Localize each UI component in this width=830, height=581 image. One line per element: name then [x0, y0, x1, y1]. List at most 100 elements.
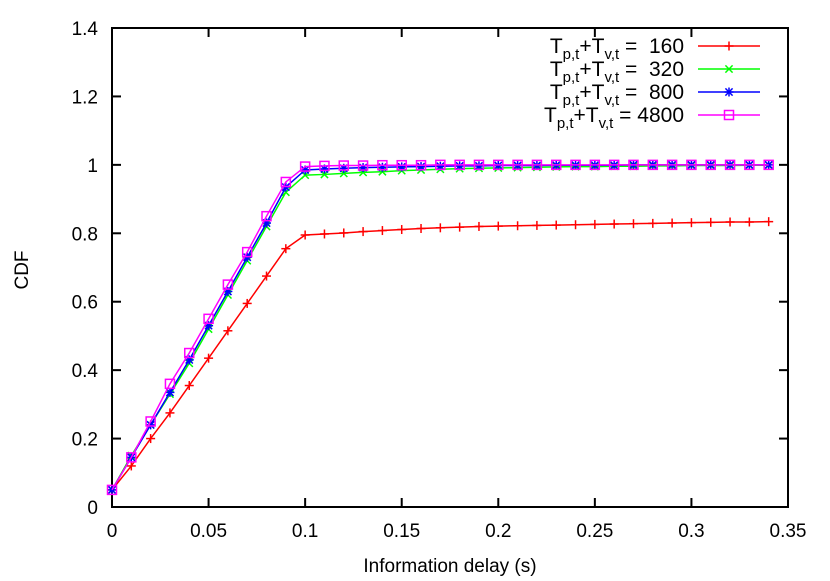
y-axis-label: CDF — [12, 250, 33, 289]
marker-stroke — [705, 159, 716, 171]
data-point-plus — [126, 461, 136, 471]
legend-label-part: + — [579, 35, 591, 58]
marker-stroke — [261, 210, 272, 222]
data-point-square — [705, 159, 716, 171]
marker-stroke — [106, 484, 118, 496]
data-point-plus — [724, 41, 734, 51]
legend-label: Tp,t+Tv,t = 160 — [550, 35, 684, 63]
marker-stroke — [724, 64, 734, 74]
x-tick-label: 0.35 — [770, 521, 807, 542]
marker-stroke — [203, 313, 214, 325]
series-160 — [107, 217, 774, 495]
marker-stroke — [164, 378, 176, 390]
data-point-square — [357, 160, 369, 171]
data-point-square — [724, 159, 736, 171]
legend-value: 800 — [643, 81, 684, 104]
plot-frame — [111, 27, 789, 508]
legend-label-part: v,t — [604, 46, 620, 63]
marker-stroke — [145, 416, 156, 427]
marker-stroke — [222, 279, 234, 290]
data-point-square — [396, 159, 407, 171]
data-point-plus — [165, 408, 175, 418]
x-tick-label: 0.1 — [292, 521, 318, 542]
legend-label-part: p,t — [563, 92, 581, 109]
data-point-plus — [571, 220, 581, 230]
x-tick-label: 0.2 — [485, 521, 511, 542]
series-line-160 — [111, 220, 769, 491]
data-point-plus — [435, 223, 445, 233]
marker-stroke — [454, 159, 465, 171]
data-point-square — [550, 159, 562, 171]
data-point-plus — [455, 222, 465, 232]
data-point-square — [628, 159, 639, 171]
marker-stroke — [493, 159, 504, 171]
data-point-square — [686, 159, 697, 171]
marker-stroke — [608, 159, 620, 171]
legend-label-part: v,t — [604, 69, 620, 86]
legend-entry-320: Tp,t+Tv,t = 320 — [550, 58, 760, 86]
data-point-square — [106, 484, 118, 496]
series-group — [106, 159, 774, 496]
marker-stroke — [666, 159, 678, 171]
data-point-plus — [416, 223, 426, 233]
marker-stroke — [686, 159, 697, 171]
marker-stroke — [301, 165, 310, 175]
x-tick-label: 0.3 — [678, 521, 704, 542]
legend-label-part: T — [550, 58, 563, 81]
data-point-plus — [764, 217, 774, 227]
legend-label-part: = — [619, 35, 643, 58]
legend-label-part: = — [619, 81, 643, 104]
data-point-plus — [493, 221, 503, 231]
marker-stroke — [589, 159, 601, 171]
y-tick-label: 1 — [87, 156, 98, 177]
data-point-square — [241, 246, 253, 258]
data-point-plus — [319, 229, 329, 239]
marker-stroke — [435, 159, 446, 171]
data-point-square — [203, 313, 214, 325]
legend-label-part: p,t — [563, 69, 581, 86]
data-point-square — [145, 416, 156, 427]
legend-value: 4800 — [637, 104, 684, 127]
marker-stroke — [299, 161, 311, 172]
legend-value: 160 — [643, 35, 684, 58]
data-point-square — [493, 159, 504, 171]
data-point-square — [338, 160, 350, 171]
marker-stroke — [165, 388, 175, 397]
y-tick-label: 1.2 — [72, 87, 98, 108]
legend-label-part: T — [544, 104, 557, 127]
data-point-square — [666, 159, 678, 171]
marker-stroke — [744, 159, 755, 171]
marker-stroke — [723, 109, 735, 121]
data-point-square — [164, 378, 176, 390]
legend-entry-800: Tp,t+Tv,t = 800 — [550, 81, 760, 109]
series-800 — [107, 160, 774, 495]
marker-stroke — [377, 159, 388, 171]
data-point-plus — [667, 218, 677, 228]
marker-stroke — [550, 159, 562, 171]
y-tick-label: 0.6 — [72, 293, 98, 314]
x-tick-label: 0.25 — [576, 521, 613, 542]
data-point-plus — [706, 217, 716, 227]
marker-stroke — [512, 159, 523, 171]
data-point-plus — [744, 217, 754, 227]
marker-stroke — [763, 159, 774, 171]
legend-label-part: p,t — [557, 115, 575, 132]
legend-label-part: = — [619, 58, 643, 81]
data-point-plus — [397, 225, 407, 235]
data-point-plus — [513, 221, 523, 231]
x-axis-label: Information delay (s) — [363, 556, 536, 577]
data-point-plus — [474, 221, 484, 231]
axes — [111, 27, 789, 508]
data-point-square — [723, 109, 735, 121]
legend-label-part: T — [586, 104, 599, 127]
y-tick-label: 0.4 — [72, 361, 99, 382]
legend-label: Tp,t+Tv,t = 320 — [550, 58, 684, 86]
data-point-square — [261, 210, 272, 222]
marker-stroke — [241, 246, 253, 258]
marker-stroke — [126, 452, 137, 463]
data-point-plus — [609, 219, 619, 229]
data-point-square — [299, 161, 311, 172]
marker-stroke — [357, 160, 369, 171]
data-point-plus — [204, 353, 214, 363]
